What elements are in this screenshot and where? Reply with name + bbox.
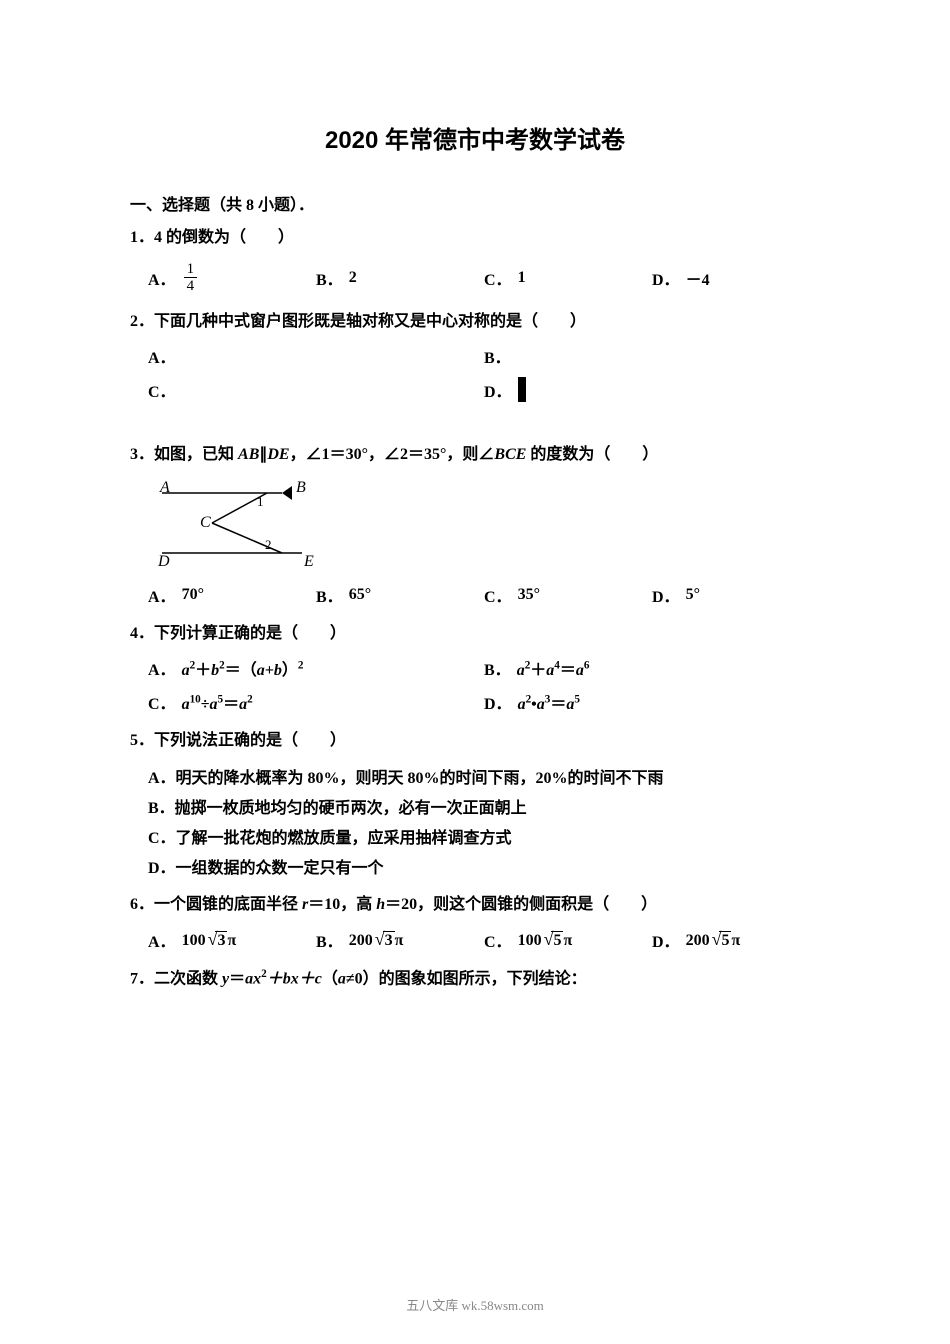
question-1-options: A． 1 4 B．2 C．1 D．－4: [148, 261, 820, 295]
question-5-options: A．明天的降水概率为 80%，则明天 80%的时间下雨，20%的时间不下雨 B．…: [148, 764, 820, 878]
q4-option-b: B． a2＋a4＝a6: [484, 656, 820, 680]
section-header: 一、选择题（共 8 小题）．: [130, 191, 820, 215]
question-7-stem: 7．二次函数 y＝ax2＋bx＋c（a≠0）的图象如图所示，下列结论：: [130, 966, 820, 992]
q1-option-c: C．1: [484, 261, 652, 295]
svg-text:B: B: [296, 479, 306, 496]
question-3-stem: 3．如图，已知 AB∥DE，∠1＝30°，∠2＝35°，则∠BCE 的度数为（ …: [130, 442, 820, 468]
question-4-stem: 4．下列计算正确的是（ ）: [130, 621, 820, 647]
q5-option-d: D．一组数据的众数一定只有一个: [148, 854, 820, 878]
page-title: 2020 年常德市中考数学试卷: [130, 120, 820, 155]
q6-option-d: D． 2005π: [652, 928, 820, 952]
q2-option-b: B．: [484, 344, 820, 368]
q3-option-d: D．5°: [652, 583, 820, 607]
q1-option-b: B．2: [316, 261, 484, 295]
q5-option-b: B．抛掷一枚质地均匀的硬币两次，必有一次正面朝上: [148, 794, 820, 818]
q5-option-a: A．明天的降水概率为 80%，则明天 80%的时间下雨，20%的时间不下雨: [148, 764, 820, 788]
svg-text:A: A: [159, 479, 170, 496]
opt-label: A．: [148, 266, 176, 290]
svg-text:D: D: [157, 553, 170, 568]
question-1-stem: 1．4 的倒数为（ ）: [130, 225, 820, 251]
q4-option-c: C． a10÷a5＝a2: [148, 690, 484, 714]
q2-option-c: C．: [148, 378, 484, 402]
page-footer: 五八文库 wk.58wsm.com: [0, 1295, 950, 1314]
exam-page: 2020 年常德市中考数学试卷 一、选择题（共 8 小题）． 1．4 的倒数为（…: [0, 0, 950, 1344]
question-2-stem: 2．下面几种中式窗户图形既是轴对称又是中心对称的是（ ）: [130, 309, 820, 335]
svg-text:1: 1: [257, 494, 264, 509]
q2-option-a: A．: [148, 344, 484, 368]
q3-diagram: A B D E C 1 2: [152, 478, 820, 573]
q1-option-d: D．－4: [652, 261, 820, 295]
q5-option-c: C．了解一批花炮的燃放质量，应采用抽样调查方式: [148, 824, 820, 848]
q3-option-b: B．65°: [316, 583, 484, 607]
svg-text:E: E: [303, 553, 314, 568]
q4-option-d: D． a2•a3＝a5: [484, 690, 820, 714]
parallel-lines-diagram-icon: A B D E C 1 2: [152, 478, 322, 568]
question-6-options: A． 1003π B． 2003π C． 1005π D． 2005π: [148, 928, 820, 952]
question-3-options: A．70° B．65° C．35° D．5°: [148, 583, 820, 607]
q6-option-b: B． 2003π: [316, 928, 484, 952]
question-4-options: A． a2＋b2＝（a+b）2 B． a2＋a4＝a6 C． a10÷a5＝a2…: [148, 656, 820, 714]
q4-option-a: A． a2＋b2＝（a+b）2: [148, 656, 484, 680]
q2-option-d: D．: [484, 378, 820, 402]
question-2-options: A． B． C． D．: [148, 344, 820, 412]
window-pattern-d-icon: [518, 381, 526, 399]
question-6-stem: 6．一个圆锥的底面半径 r＝10，高 h＝20，则这个圆锥的侧面积是（ ）: [130, 892, 820, 918]
q3-option-c: C．35°: [484, 583, 652, 607]
q1-option-a: A． 1 4: [148, 261, 316, 295]
q3-option-a: A．70°: [148, 583, 316, 607]
fraction: 1 4: [184, 261, 198, 295]
svg-text:C: C: [200, 514, 211, 531]
svg-text:2: 2: [265, 537, 272, 552]
q6-option-c: C． 1005π: [484, 928, 652, 952]
q6-option-a: A． 1003π: [148, 928, 316, 952]
question-5-stem: 5．下列说法正确的是（ ）: [130, 728, 820, 754]
